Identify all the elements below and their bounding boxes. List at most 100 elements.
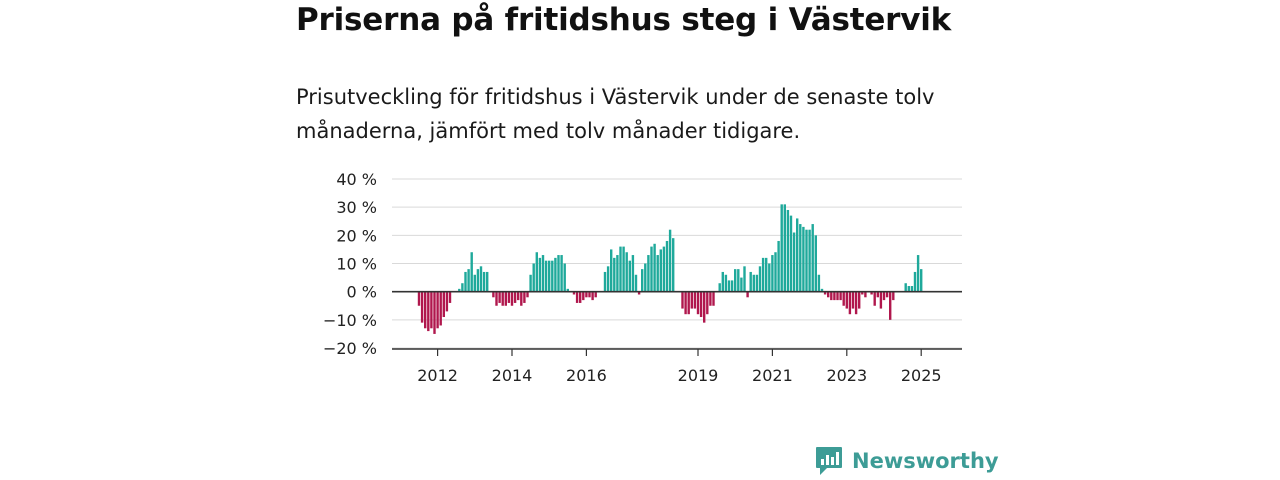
bar: [920, 269, 923, 292]
bar: [566, 288, 569, 292]
bar: [535, 252, 538, 292]
bar: [796, 218, 799, 292]
bar: [811, 224, 814, 292]
bar: [613, 257, 616, 292]
bar: [808, 229, 811, 292]
bar: [687, 291, 690, 315]
bar: [495, 291, 498, 306]
bar: [854, 291, 858, 315]
bar: [637, 291, 641, 295]
bar: [827, 291, 830, 298]
bar: [479, 266, 483, 292]
bar: [851, 291, 855, 309]
bar: [619, 246, 622, 292]
bar: [464, 271, 467, 292]
bar: [634, 274, 638, 292]
bar: [467, 269, 470, 292]
bar: [814, 235, 817, 292]
bar: [616, 255, 619, 292]
bar: [513, 291, 517, 303]
bar: [538, 257, 542, 292]
bar: [743, 266, 746, 292]
bar: [789, 215, 793, 292]
bar: [507, 291, 511, 303]
brand-name: Newsworthy: [852, 449, 999, 473]
bar: [650, 246, 653, 292]
bar: [585, 291, 588, 298]
bar: [885, 291, 889, 298]
y-tick-label: −10 %: [323, 311, 377, 330]
bar: [721, 271, 724, 292]
bar: [594, 291, 597, 298]
y-tick-label: 40 %: [336, 170, 377, 189]
bar: [774, 252, 777, 292]
bar: [882, 291, 886, 301]
bar: [802, 226, 805, 292]
bar: [771, 255, 774, 292]
bar: [780, 204, 783, 292]
bar: [737, 269, 740, 292]
bar: [861, 291, 864, 295]
bar: [625, 252, 628, 292]
bar: [889, 291, 892, 320]
bar: [916, 255, 920, 292]
bar: [665, 240, 669, 292]
x-tick-label: 2016: [566, 366, 607, 385]
bar: [830, 291, 833, 301]
bar: [755, 274, 759, 292]
bar: [424, 291, 427, 329]
bar: [476, 269, 480, 292]
bar: [817, 274, 821, 292]
bar: [777, 240, 780, 292]
bar: [526, 291, 529, 298]
bar: [517, 291, 520, 301]
bar: [510, 291, 514, 306]
bar: [684, 291, 687, 315]
y-tick-label: 10 %: [336, 255, 377, 274]
bar: [792, 232, 796, 292]
bar: [430, 291, 433, 329]
bar: [439, 291, 442, 326]
bar: [653, 243, 656, 292]
bar: [579, 291, 582, 303]
bar: [544, 260, 548, 292]
bar: [783, 204, 786, 292]
bar: [761, 257, 765, 292]
chart-subtitle: Prisutveckling för fritidshus i Västervi…: [296, 85, 935, 143]
bar: [442, 291, 445, 318]
bar: [473, 274, 476, 292]
bar: [703, 291, 706, 323]
bar: [730, 280, 734, 292]
bar: [858, 291, 861, 309]
bar: [433, 291, 436, 334]
bar: [712, 291, 715, 306]
bar: [622, 246, 625, 292]
bar: [427, 291, 430, 332]
bar: [501, 291, 504, 306]
bar: [470, 252, 473, 292]
bar: [420, 291, 424, 323]
bar: [718, 283, 721, 292]
bar: [603, 271, 607, 292]
bar: [740, 277, 743, 292]
bar: [696, 291, 700, 315]
bar: [805, 229, 808, 292]
bar: [799, 224, 802, 292]
bar: [848, 291, 852, 315]
bar: [458, 288, 461, 292]
bar: [709, 291, 712, 306]
bar: [749, 271, 752, 292]
bar: [504, 291, 507, 306]
bar: [746, 291, 749, 298]
bar: [879, 291, 883, 309]
bar: [699, 291, 703, 318]
bar: [557, 255, 560, 292]
bar: [610, 249, 613, 292]
value-annotation: 8 %: [923, 0, 955, 5]
bar: [913, 271, 917, 292]
bar: [520, 291, 523, 306]
bar: [864, 291, 867, 298]
bars: [417, 204, 923, 334]
x-tick-label: 2023: [826, 366, 867, 385]
